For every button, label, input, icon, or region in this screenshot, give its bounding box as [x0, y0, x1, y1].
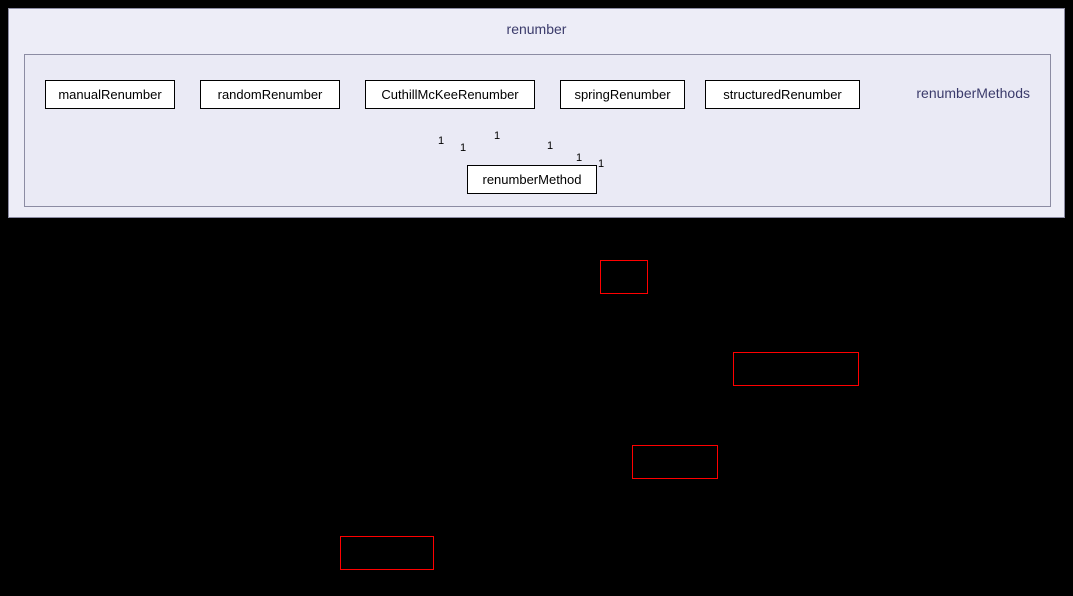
- inner-title[interactable]: renumberMethods: [916, 85, 1030, 101]
- edge-label-4: 1: [547, 140, 553, 152]
- inner-container: renumberMethods manualRenumber randomRen…: [24, 54, 1051, 207]
- red-node-toposet[interactable]: [632, 445, 718, 479]
- red-node-1[interactable]: [600, 260, 648, 294]
- node-structured[interactable]: structuredRenumber: [705, 80, 860, 109]
- edge-label-6: 1: [598, 158, 604, 170]
- edge-label-2: 1: [460, 142, 466, 154]
- node-method[interactable]: renumberMethod: [467, 165, 597, 194]
- edge-label-1: 1: [438, 135, 444, 147]
- outer-container: renumber renumberMethods manualRenumber …: [8, 8, 1065, 218]
- edge-label-3: 1: [494, 130, 500, 142]
- red-node-2[interactable]: [733, 352, 859, 386]
- node-spring[interactable]: springRenumber: [560, 80, 685, 109]
- red-node-4[interactable]: [340, 536, 434, 570]
- node-manual[interactable]: manualRenumber: [45, 80, 175, 109]
- outer-title[interactable]: renumber: [507, 21, 567, 37]
- node-random[interactable]: randomRenumber: [200, 80, 340, 109]
- edge-label-5: 1: [576, 152, 582, 164]
- node-cuthill[interactable]: CuthillMcKeeRenumber: [365, 80, 535, 109]
